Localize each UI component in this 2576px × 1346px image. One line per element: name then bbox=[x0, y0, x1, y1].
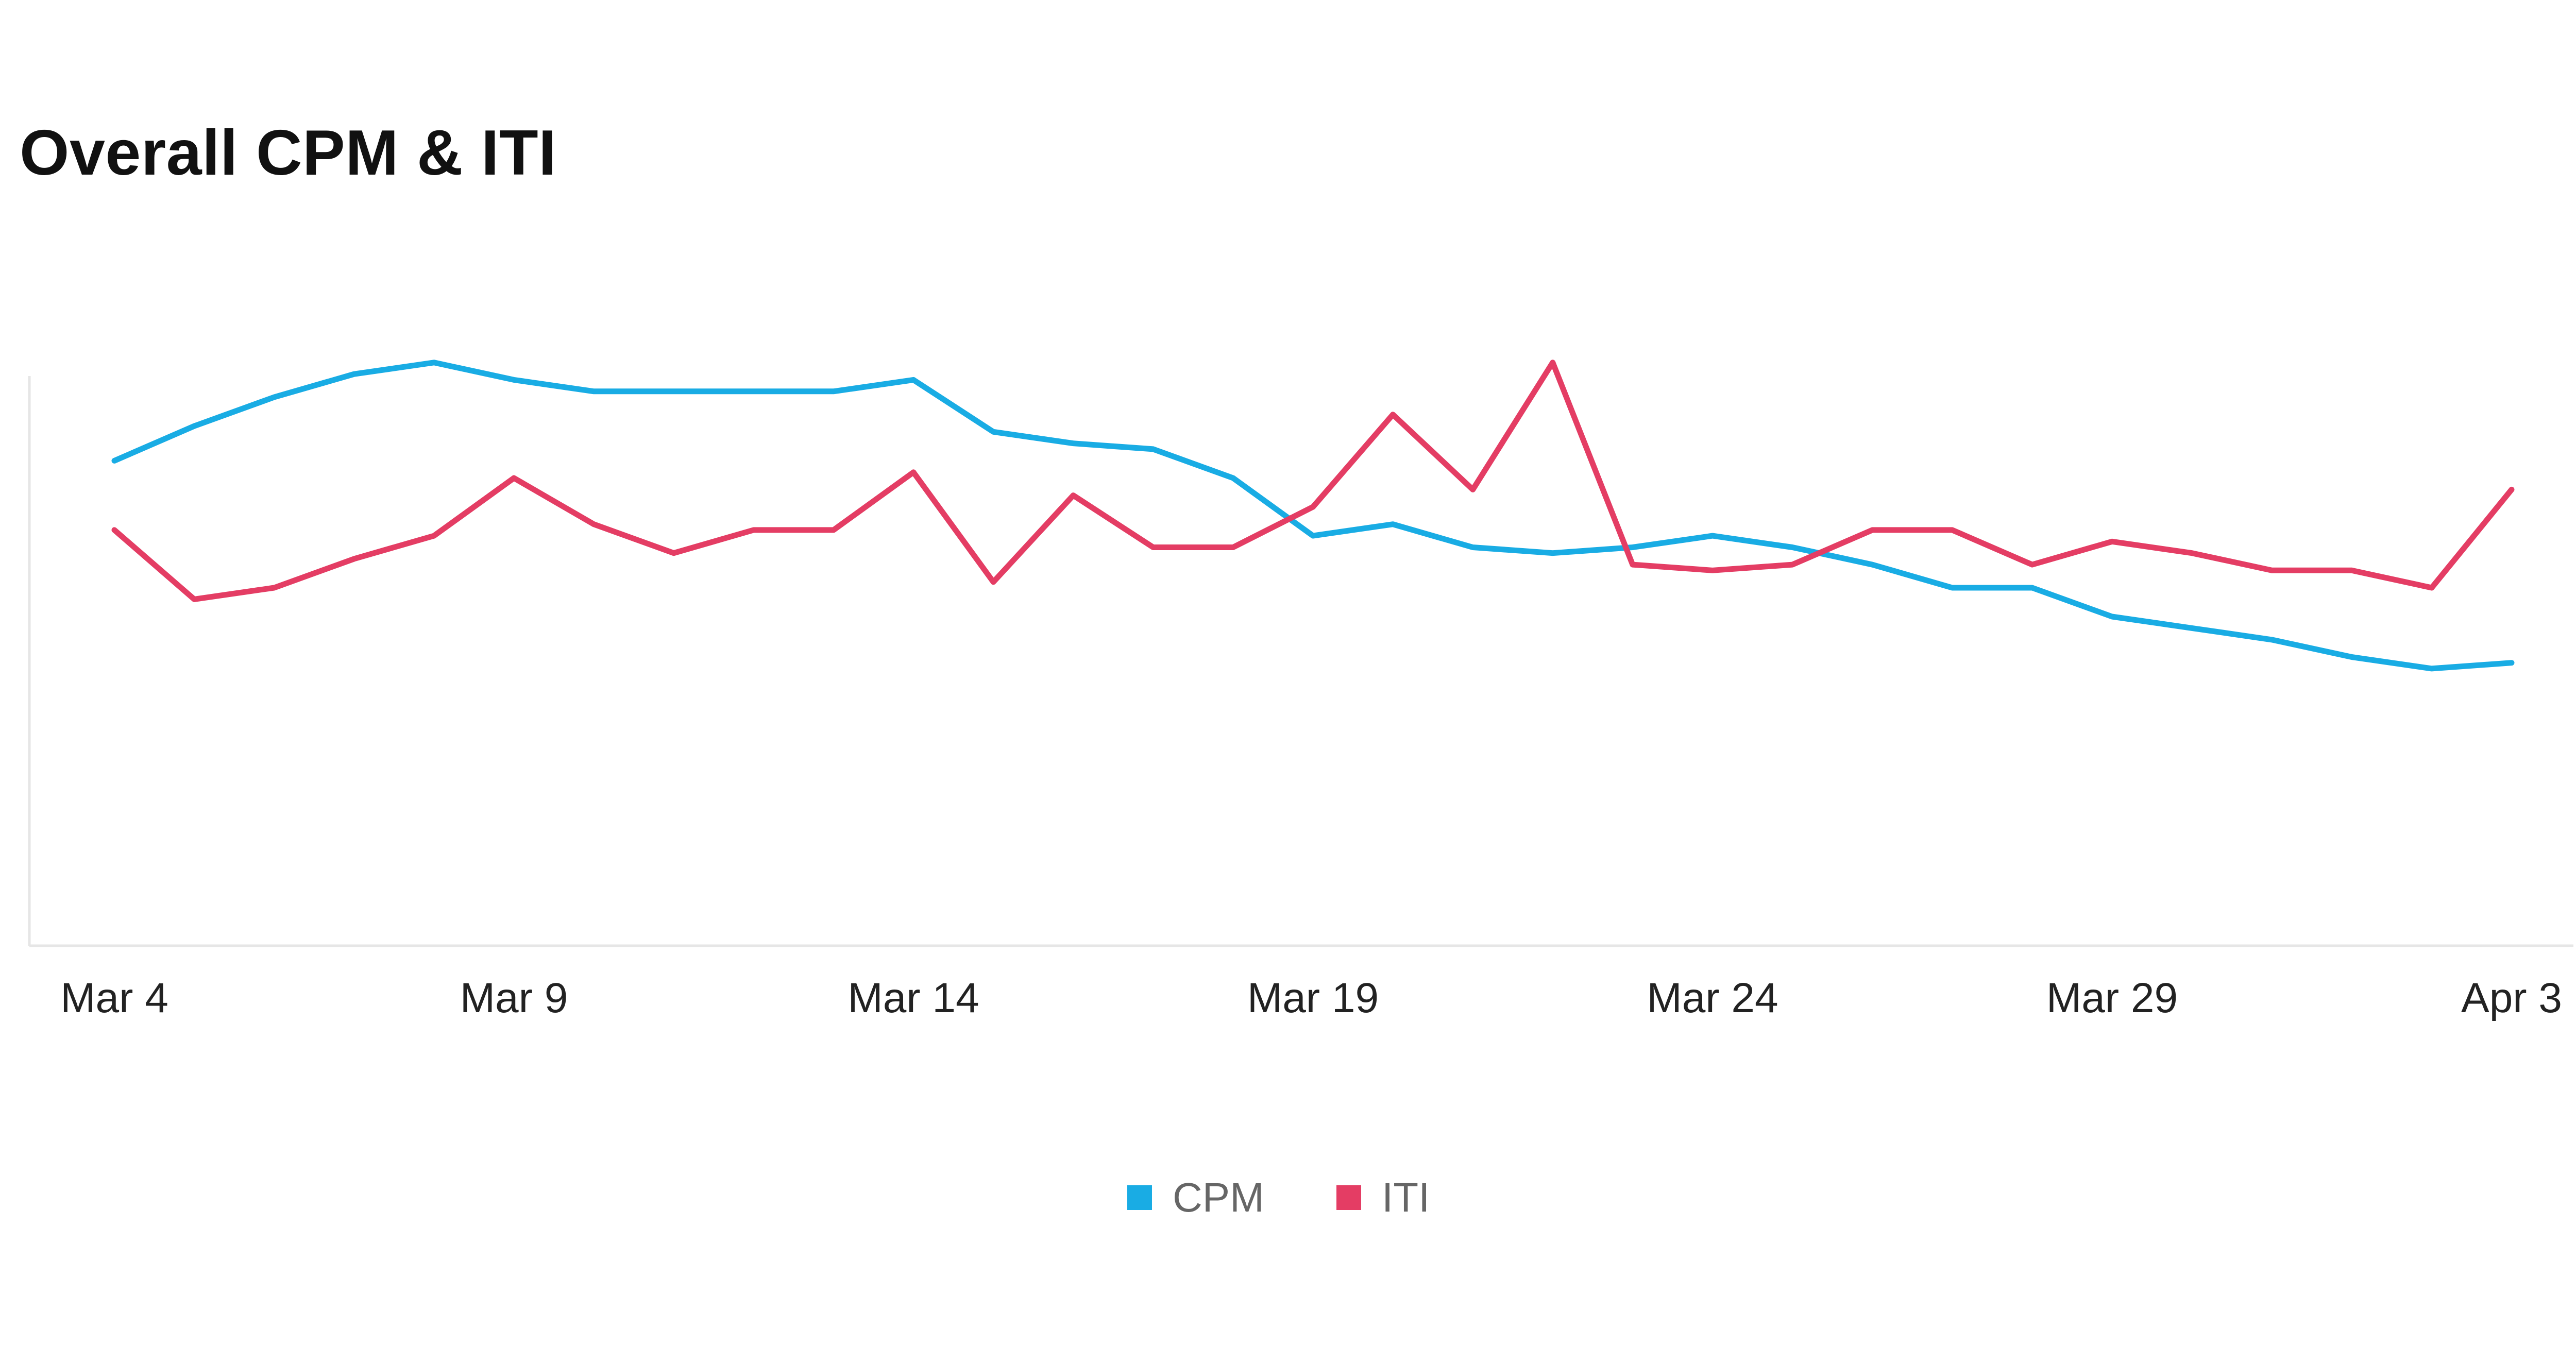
legend-item-iti[interactable]: ITI bbox=[1336, 1169, 1430, 1226]
x-tick-label: Mar 24 bbox=[1647, 975, 1778, 1021]
legend-swatch-iti bbox=[1336, 1185, 1361, 1210]
x-tick-label: Mar 29 bbox=[2046, 975, 2178, 1021]
legend-label-cpm: CPM bbox=[1173, 1174, 1264, 1220]
x-tick-label: Mar 14 bbox=[848, 975, 979, 1021]
chart-title: Overall CPM & ITI bbox=[20, 117, 557, 189]
x-tick-label: Mar 19 bbox=[1247, 975, 1379, 1021]
series-layer bbox=[111, 360, 2515, 672]
legend-swatch-cpm bbox=[1127, 1185, 1152, 1210]
x-tick-label: Apr 3 bbox=[2461, 975, 2562, 1021]
x-tick-label: Mar 4 bbox=[60, 975, 168, 1021]
series-line-cpm[interactable] bbox=[111, 360, 2515, 672]
x-tick-label: Mar 9 bbox=[460, 975, 568, 1021]
chart-legend: CPM ITI bbox=[0, 1169, 2576, 1226]
legend-label-iti: ITI bbox=[1382, 1174, 1430, 1220]
legend-item-cpm[interactable]: CPM bbox=[1127, 1169, 1264, 1226]
x-tick-labels: Mar 4 Mar 9 Mar 14 Mar 19 Mar 24 Mar 29 Apr 3 bbox=[60, 975, 2562, 1021]
series-line-iti[interactable] bbox=[111, 360, 2515, 602]
